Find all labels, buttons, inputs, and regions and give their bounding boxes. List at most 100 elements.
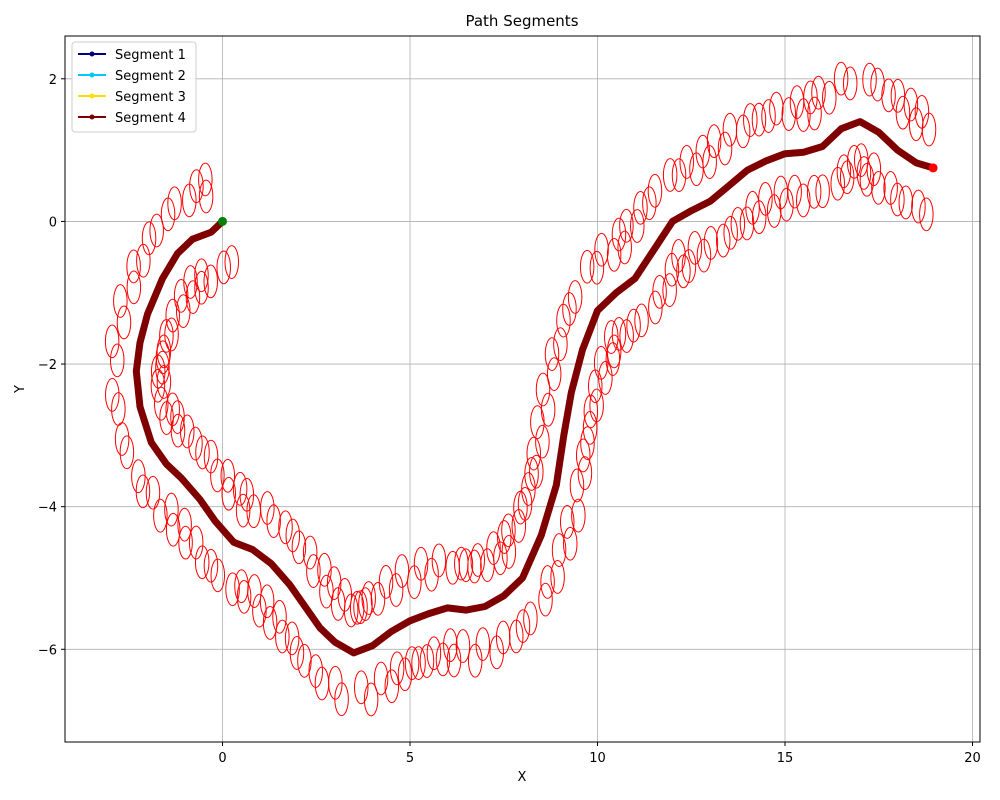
ellipse <box>334 682 349 717</box>
ellipse <box>859 162 875 197</box>
ellipse <box>378 565 394 599</box>
ellipse <box>126 249 141 284</box>
chart-title: Path Segments <box>465 12 578 30</box>
ellipse <box>105 378 120 412</box>
ellipse <box>179 414 195 449</box>
ellipse <box>426 636 442 671</box>
legend-entry-label: Segment 3 <box>115 90 186 105</box>
ellipse <box>297 643 312 678</box>
ellipse <box>165 512 181 547</box>
ellipse <box>176 294 191 329</box>
ellipse <box>556 303 571 338</box>
ellipse <box>155 350 170 385</box>
plot-frame <box>64 35 981 743</box>
ellipse <box>302 535 318 570</box>
y-axis-label: Y <box>13 385 28 394</box>
x-tick-label: 20 <box>964 751 981 766</box>
legend-entry-label: Segment 4 <box>115 111 186 126</box>
ellipse <box>723 215 738 250</box>
ellipse <box>898 185 914 220</box>
ellipse <box>198 162 213 197</box>
ellipse <box>194 545 210 580</box>
legend-entry-label: Segment 2 <box>115 69 186 84</box>
series-paths <box>132 118 937 657</box>
ellipse <box>648 290 663 325</box>
ellipse <box>119 435 135 470</box>
ellipse <box>413 546 429 581</box>
ellipse <box>890 182 905 217</box>
ellipse <box>104 324 120 359</box>
ellipse <box>579 249 595 284</box>
segment-4-line <box>132 118 937 657</box>
ellipse <box>617 230 632 265</box>
ellipse <box>836 154 852 189</box>
ellipse <box>203 264 218 299</box>
ellipse <box>275 619 290 654</box>
ellipse <box>870 67 885 102</box>
ellipse <box>571 498 586 533</box>
ellipse <box>811 75 826 110</box>
ellipse <box>681 249 697 283</box>
endpoint-markers <box>218 163 938 226</box>
ellipse <box>194 270 209 305</box>
y-tick-label: −2 <box>38 358 57 373</box>
ellipse <box>761 99 776 133</box>
ellipse <box>497 520 512 554</box>
ellipse <box>349 590 365 625</box>
ellipse <box>611 316 627 351</box>
ellipse <box>908 107 924 142</box>
ellipse <box>164 317 179 352</box>
ellipse <box>526 436 541 471</box>
ellipse <box>743 103 758 137</box>
ellipse <box>773 175 789 210</box>
ellipse <box>114 422 130 456</box>
legend-entry-label: Segment 1 <box>115 48 186 63</box>
ellipse <box>687 230 703 265</box>
ellipse <box>363 682 379 717</box>
ellipse <box>562 292 577 326</box>
ellipse <box>530 405 545 440</box>
ellipse <box>807 96 822 131</box>
ellipse <box>343 593 359 628</box>
ellipse <box>470 543 486 577</box>
ellipse <box>443 628 458 663</box>
ellipse <box>758 181 773 216</box>
ellipse <box>513 490 528 525</box>
ellipse <box>630 209 645 243</box>
ellipse <box>626 308 641 343</box>
ellipse <box>259 584 275 619</box>
ellipse <box>715 223 731 258</box>
y-tick-label: 0 <box>49 215 57 230</box>
ellipse <box>373 661 389 696</box>
ellipse <box>722 112 738 147</box>
ellipse <box>232 471 248 506</box>
ellipse <box>195 435 210 470</box>
ellipse <box>177 507 192 542</box>
ellipse <box>435 642 451 677</box>
ellipse <box>501 535 517 569</box>
ellipse <box>521 472 536 506</box>
ellipse <box>606 334 622 369</box>
ellipse <box>126 270 142 305</box>
ellipse <box>291 530 307 565</box>
ellipse <box>717 131 733 166</box>
ellipse <box>210 458 225 493</box>
ellipse <box>589 388 604 423</box>
ellipse <box>467 549 482 584</box>
ellipse <box>247 574 262 608</box>
ellipse <box>544 337 560 372</box>
ellipse <box>220 458 236 493</box>
ellipse <box>866 152 882 187</box>
ellipse <box>308 654 323 689</box>
ellipse <box>110 343 125 378</box>
ellipse <box>642 186 657 221</box>
x-tick-label: 10 <box>589 751 606 766</box>
ellipse <box>515 609 531 644</box>
ellipse <box>156 365 172 399</box>
ellipse <box>830 166 845 201</box>
ellipse <box>185 280 201 315</box>
ellipse <box>458 548 474 583</box>
ellipse <box>216 250 231 285</box>
ellipse <box>580 426 595 461</box>
